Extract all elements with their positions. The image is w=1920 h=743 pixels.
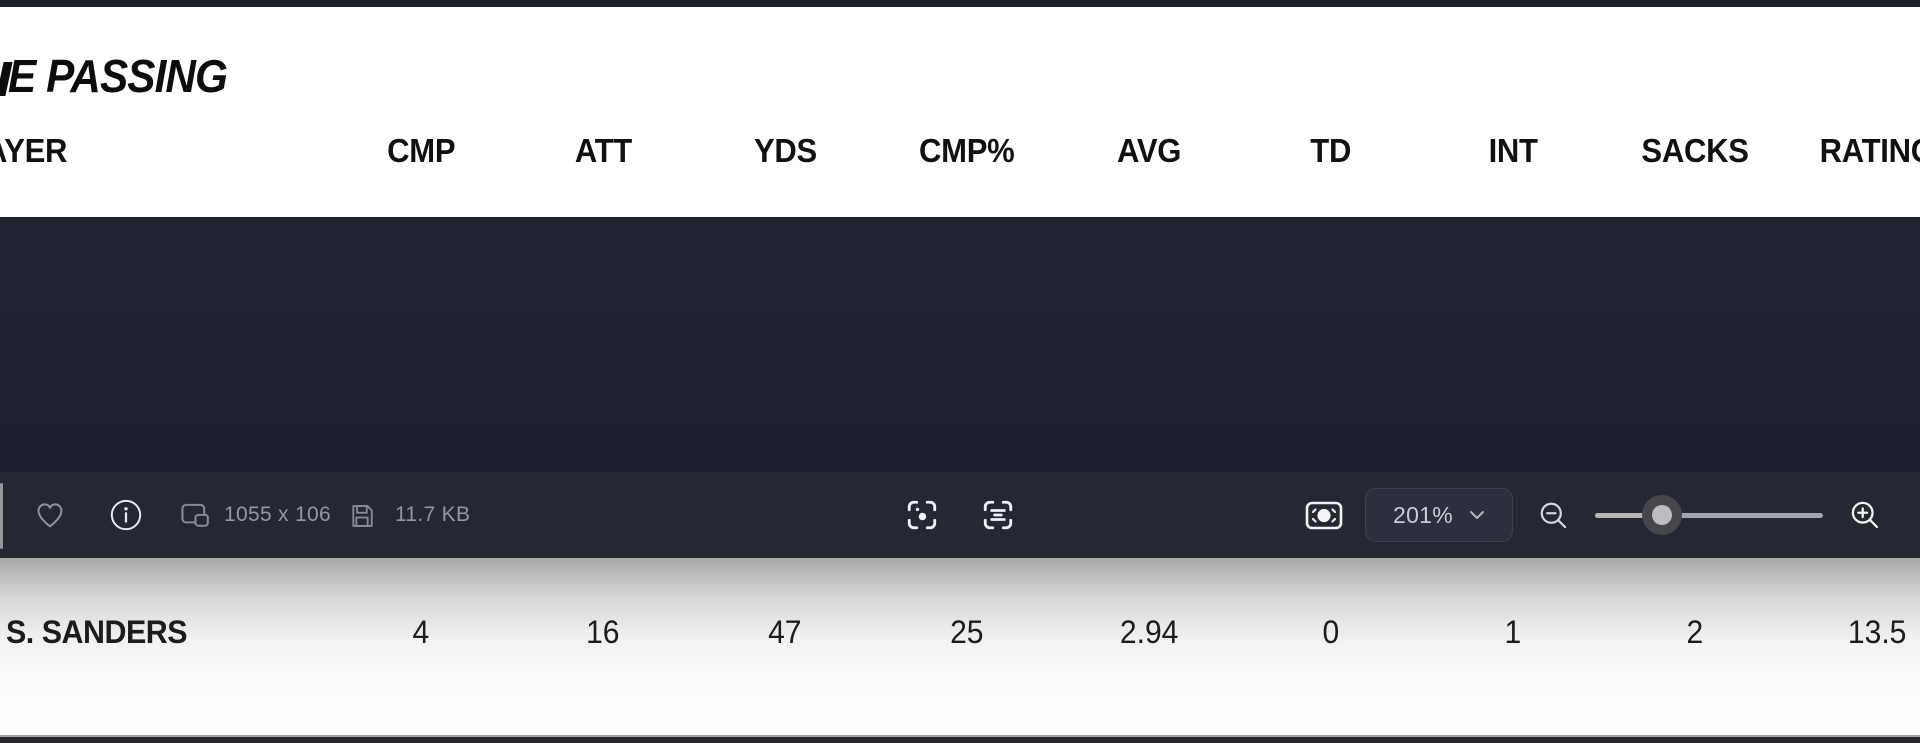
cell-att: 16: [586, 614, 620, 650]
page-title: E PASSING: [8, 50, 228, 102]
zoom-slider-track[interactable]: [1662, 512, 1823, 518]
cell-cmp-pct: 25: [950, 614, 984, 650]
zoom-slider-track-filled[interactable]: [1595, 512, 1662, 518]
header-cmp-pct: CMP%: [919, 132, 1015, 169]
banknote-focus-icon[interactable]: [1305, 501, 1343, 530]
zoom-slider[interactable]: [1595, 505, 1823, 525]
file-size-text: 11.7 KB: [395, 503, 471, 526]
zoom-level-dropdown[interactable]: 201%: [1365, 488, 1513, 542]
header-int: INT: [1488, 132, 1538, 169]
overlay-fade: [0, 558, 1920, 737]
image-dimensions-icon: [181, 503, 209, 527]
header-cmp: CMP: [386, 132, 456, 169]
previewed-image: [0, 217, 1920, 472]
cell-player: S. SANDERS: [6, 614, 188, 650]
cell-avg: 2.94: [1119, 614, 1179, 650]
header-rating: RATING: [1819, 132, 1920, 169]
header-avg: AVG: [1116, 132, 1182, 169]
header-yds: YDS: [753, 132, 817, 169]
table-header-row: PLAYER CMP ATT YDS CMP% AVG TD INT SACKS…: [0, 131, 1920, 171]
visual-search-icon[interactable]: [904, 497, 940, 533]
zoom-level-value: 201%: [1392, 501, 1454, 528]
bottom-edge-strip: [0, 735, 1920, 743]
cell-int: 1: [1504, 614, 1522, 650]
header-player: PLAYER: [0, 132, 68, 169]
cell-cmp: 4: [412, 614, 430, 650]
toolbar-left-edge: [0, 483, 3, 549]
header-att: ATT: [574, 132, 632, 169]
image-viewer-toolbar: 1055 x 106 11.7 KB: [0, 472, 1920, 558]
cell-yds: 47: [768, 614, 802, 650]
header-sacks: SACKS: [1641, 132, 1749, 169]
header-td: TD: [1310, 132, 1352, 169]
image-dimensions-text: 1055 x 106: [224, 503, 331, 526]
cell-sacks: 2: [1686, 614, 1704, 650]
table-row: S. SANDERS 4 16 47 25 2.94 0 1 2 13.5: [0, 612, 1920, 652]
cell-td: 0: [1322, 614, 1340, 650]
zoom-out-icon[interactable]: [1538, 500, 1569, 531]
zoom-slider-thumb[interactable]: [1652, 505, 1672, 525]
favorite-heart-icon[interactable]: [33, 499, 67, 531]
file-size-floppy-icon: [352, 505, 373, 527]
cell-rating: 13.5: [1847, 614, 1907, 650]
info-icon[interactable]: [109, 498, 143, 532]
chevron-down-icon: [1470, 511, 1485, 519]
zoom-in-icon[interactable]: [1849, 499, 1881, 531]
top-edge-strip: [0, 0, 1920, 7]
text-scan-icon[interactable]: [980, 497, 1016, 533]
